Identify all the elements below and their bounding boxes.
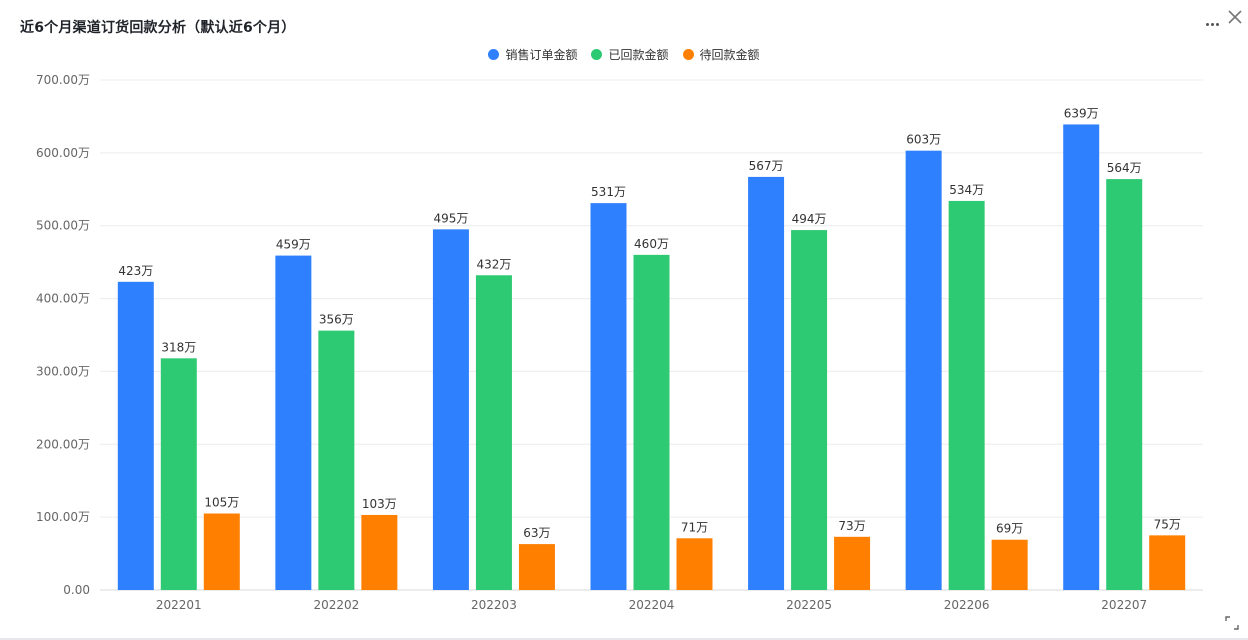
y-tick-label: 0.00: [63, 583, 90, 597]
x-tick-label: 202203: [471, 598, 517, 612]
legend-swatch: [488, 49, 500, 60]
bar: [834, 536, 871, 590]
y-tick-label: 600.00万: [36, 146, 90, 160]
bar-value-label: 69万: [996, 522, 1023, 536]
x-tick-label: 202205: [786, 598, 832, 612]
bar-value-label: 567万: [749, 159, 784, 173]
more-horizontal-icon[interactable]: [1203, 15, 1221, 33]
chart-legend: 销售订单金额 已回款金额 待回款金额: [0, 46, 1248, 63]
y-tick-label: 500.00万: [36, 219, 90, 233]
bar-value-label: 459万: [276, 238, 311, 252]
legend-label: 待回款金额: [699, 48, 760, 62]
bar-value-label: 423万: [118, 264, 153, 278]
bar-value-label: 495万: [433, 211, 468, 225]
x-tick-label: 202204: [629, 598, 675, 612]
bar: [991, 539, 1028, 590]
bar: [203, 513, 240, 590]
legend-swatch: [591, 49, 603, 60]
chart-title: 近6个月渠道订货回款分析（默认近6个月）: [20, 20, 296, 36]
bar: [475, 275, 512, 590]
bar-value-label: 318万: [161, 340, 196, 354]
bar-value-label: 63万: [523, 526, 550, 540]
bar-value-label: 105万: [204, 496, 239, 510]
legend-swatch: [682, 49, 694, 60]
y-tick-label: 400.00万: [36, 292, 90, 306]
legend-item[interactable]: 待回款金额: [682, 46, 760, 63]
bar: [948, 200, 985, 590]
bar-value-label: 460万: [634, 237, 669, 251]
x-tick-label: 202201: [156, 598, 202, 612]
bar-value-label: 639万: [1064, 106, 1099, 120]
bar: [748, 176, 785, 590]
y-tick-label: 300.00万: [36, 364, 90, 378]
expand-icon[interactable]: [1225, 616, 1239, 630]
x-tick-label: 202202: [313, 598, 359, 612]
bar: [791, 230, 828, 591]
y-tick-label: 100.00万: [36, 510, 90, 524]
bar-value-label: 73万: [838, 519, 865, 533]
bar: [432, 229, 469, 590]
bar: [905, 150, 942, 590]
bar-value-label: 531万: [591, 185, 626, 199]
bar: [1063, 124, 1100, 590]
x-tick-label: 202206: [944, 598, 990, 612]
bar: [518, 544, 555, 590]
legend-label: 已回款金额: [608, 48, 669, 62]
legend-label: 销售订单金额: [505, 48, 578, 62]
bar-value-label: 75万: [1154, 517, 1181, 531]
y-tick-label: 700.00万: [36, 73, 90, 87]
bar: [633, 254, 670, 590]
bar: [117, 281, 154, 590]
bar-value-label: 564万: [1107, 161, 1142, 175]
bar: [1106, 179, 1143, 591]
bar: [361, 514, 398, 590]
bar-value-label: 534万: [949, 183, 984, 197]
bar-value-label: 603万: [906, 133, 941, 147]
bar: [590, 203, 627, 590]
bar: [1149, 535, 1186, 590]
bar: [676, 538, 713, 590]
close-icon[interactable]: [1226, 8, 1244, 26]
y-tick-label: 200.00万: [36, 437, 90, 451]
bar-value-label: 432万: [476, 257, 511, 271]
bar: [275, 255, 312, 591]
bar: [160, 358, 197, 590]
legend-item[interactable]: 销售订单金额: [488, 46, 577, 63]
x-tick-label: 202207: [1101, 598, 1147, 612]
bar-value-label: 103万: [362, 497, 397, 511]
legend-item[interactable]: 已回款金额: [591, 46, 669, 63]
bar: [318, 330, 355, 590]
bar-value-label: 494万: [792, 212, 827, 226]
bar-value-label: 356万: [319, 313, 354, 327]
bar-value-label: 71万: [681, 520, 708, 534]
